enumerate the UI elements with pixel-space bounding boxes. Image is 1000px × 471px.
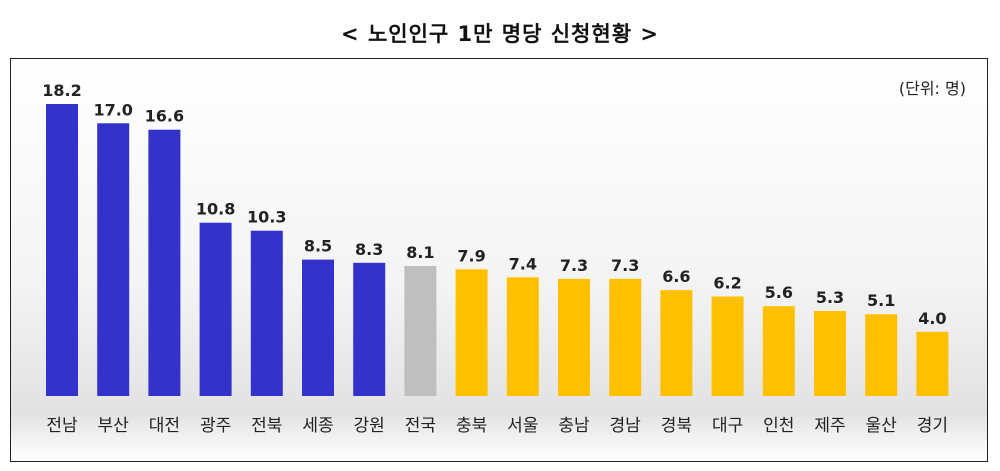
bar-인천: [762, 306, 795, 396]
category-label: 부산: [98, 416, 130, 436]
value-label: 7.3: [611, 256, 639, 275]
category-label: 충남: [558, 416, 590, 436]
bar-전북: [250, 230, 283, 396]
unit-label: (단위: 명): [898, 79, 966, 98]
bar-경기: [916, 331, 949, 396]
bar-전국: [404, 266, 437, 396]
value-label: 7.3: [560, 256, 588, 275]
category-label: 광주: [200, 416, 231, 436]
value-label: 17.0: [93, 100, 132, 119]
value-label: 10.8: [196, 200, 235, 219]
bar-경북: [660, 290, 693, 396]
category-label: 전북: [251, 416, 282, 436]
bar-세종: [302, 259, 334, 396]
value-label: 5.3: [816, 288, 844, 307]
value-label: 18.2: [42, 81, 81, 100]
category-label: 울산: [866, 416, 898, 436]
category-label: 경기: [917, 416, 948, 436]
value-label: 5.1: [867, 291, 895, 310]
bar-전남: [46, 104, 78, 396]
value-label: 7.9: [457, 246, 485, 265]
value-label: 16.6: [145, 107, 184, 126]
category-label: 대전: [149, 416, 180, 436]
value-label: 7.4: [509, 254, 537, 273]
value-label: 8.3: [355, 240, 383, 259]
category-label: 충북: [456, 416, 487, 436]
bar-대구: [711, 296, 744, 396]
bar-서울: [506, 277, 539, 396]
bar-충남: [558, 278, 590, 396]
bar-강원: [353, 262, 386, 396]
bar-울산: [865, 314, 898, 396]
category-label: 대구: [712, 416, 743, 436]
category-label: 서울: [507, 416, 538, 436]
category-label: 경북: [661, 416, 692, 436]
value-label: 6.6: [662, 267, 690, 286]
category-label: 제주: [814, 416, 845, 436]
category-label: 경남: [610, 416, 642, 436]
value-label: 4.0: [918, 309, 946, 328]
bar-부산: [97, 123, 130, 397]
category-label: 세종: [302, 416, 333, 436]
value-label: 10.3: [247, 208, 286, 227]
bar-대전: [148, 129, 181, 396]
category-label: 전남: [46, 416, 78, 436]
chart-title: < 노인인구 1만 명당 신청현황 >: [341, 22, 659, 46]
category-label: 강원: [354, 416, 385, 436]
bar-경남: [609, 278, 642, 396]
value-label: 5.6: [765, 283, 793, 302]
value-label: 8.1: [406, 243, 434, 262]
bar-광주: [199, 222, 232, 396]
bar-제주: [814, 311, 846, 396]
category-label: 전국: [405, 416, 436, 436]
bar-충북: [455, 269, 488, 396]
value-label: 6.2: [713, 274, 741, 293]
category-label: 인천: [763, 416, 794, 436]
value-label: 8.5: [304, 237, 332, 256]
